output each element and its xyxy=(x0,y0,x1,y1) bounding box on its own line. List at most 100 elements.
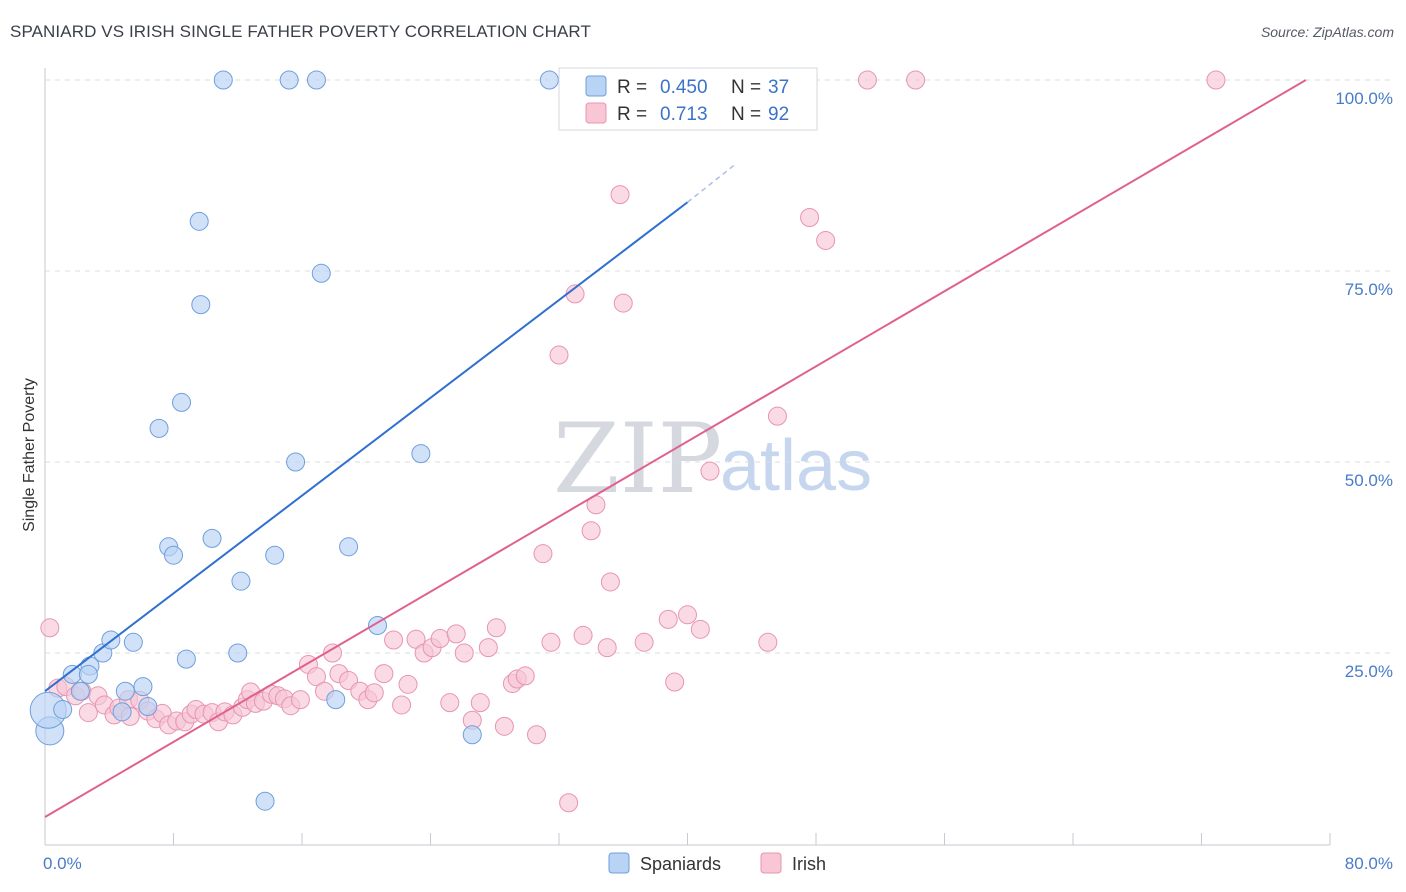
irish-point xyxy=(398,674,418,694)
y-tick-labels: 25.0% 50.0% 75.0% 100.0% xyxy=(1335,89,1393,681)
legend-label-spaniards: Spaniards xyxy=(640,854,721,874)
spaniards-point xyxy=(326,690,346,710)
spaniards-point xyxy=(172,392,192,412)
spaniards-point xyxy=(191,295,211,315)
spaniards-point xyxy=(138,696,158,716)
irish-point xyxy=(40,618,60,638)
irish-point xyxy=(678,605,697,625)
x-tick-label: 80.0% xyxy=(1345,854,1393,873)
spaniards-point xyxy=(149,418,169,438)
legend-r-value-spaniards: 0.450 xyxy=(660,77,708,98)
spaniards-point xyxy=(164,545,183,565)
legend-swatch-irish xyxy=(585,102,607,124)
spaniards-point xyxy=(213,70,233,90)
irish-point xyxy=(494,716,514,736)
irish-point xyxy=(597,638,617,658)
irish-point xyxy=(470,693,490,713)
y-tick-label: 75.0% xyxy=(1345,280,1393,299)
irish-point xyxy=(323,643,343,663)
irish-point xyxy=(613,293,633,313)
irish-point xyxy=(1206,70,1226,90)
series-spaniards xyxy=(29,70,559,811)
irish-point xyxy=(306,667,326,687)
spaniards-point xyxy=(311,263,331,283)
spaniards-point xyxy=(115,681,135,701)
legend-r-label-spaniards: R = xyxy=(617,77,647,98)
watermark: ZIP atlas xyxy=(553,403,872,515)
irish-point xyxy=(290,690,310,710)
irish-point xyxy=(533,544,553,564)
legend-n-value-spaniards: 37 xyxy=(768,77,789,98)
irish-point xyxy=(758,632,778,652)
legend-n-value-irish: 92 xyxy=(768,104,789,125)
legend-swatch-irish-bottom xyxy=(760,852,782,874)
irish-point xyxy=(478,638,498,658)
irish-point xyxy=(906,70,926,90)
irish-point xyxy=(541,632,561,652)
spaniards-point xyxy=(462,725,482,745)
irish-point xyxy=(440,693,460,713)
irish-point xyxy=(600,572,620,592)
spaniards-point xyxy=(286,452,306,472)
irish-point xyxy=(816,230,836,250)
watermark-zip: ZIP xyxy=(553,403,722,515)
legend-r-label-irish: R = xyxy=(617,104,647,125)
correlation-legend: R = 0.450 N = 37 R = 0.713 N = 92 xyxy=(558,67,818,131)
spaniards-point xyxy=(123,632,143,652)
spaniards-point xyxy=(78,664,98,684)
irish-point xyxy=(767,406,787,426)
trendline-spaniards xyxy=(44,201,689,692)
spaniards-point xyxy=(228,643,248,663)
spaniards-point xyxy=(339,537,359,557)
irish-point xyxy=(384,630,404,650)
y-tick-label: 100.0% xyxy=(1335,89,1393,108)
chart-title: SPANIARD VS IRISH SINGLE FATHER POVERTY … xyxy=(10,22,591,41)
spaniards-point xyxy=(279,70,299,90)
spaniards-point xyxy=(539,70,559,90)
irish-point xyxy=(392,695,412,715)
irish-point xyxy=(665,672,685,692)
spaniards-point xyxy=(112,702,132,722)
irish-point xyxy=(800,208,820,228)
irish-point xyxy=(446,624,466,644)
irish-point xyxy=(486,618,506,638)
legend-r-value-irish: 0.713 xyxy=(660,104,708,125)
irish-point xyxy=(430,628,450,648)
irish-point xyxy=(527,725,547,745)
spaniards-point xyxy=(53,700,73,720)
spaniards-point xyxy=(189,211,209,231)
irish-point xyxy=(559,793,579,813)
watermark-atlas: atlas xyxy=(720,426,872,506)
spaniards-point xyxy=(255,791,275,811)
irish-point xyxy=(78,703,98,723)
spaniards-point xyxy=(411,444,431,464)
irish-point xyxy=(573,625,593,645)
chart-source: Source: ZipAtlas.com xyxy=(1260,24,1394,40)
gridlines xyxy=(45,79,1395,654)
spaniards-point xyxy=(176,649,196,669)
x-tick-labels: 0.0% 80.0% xyxy=(43,854,1393,873)
spaniards-point xyxy=(265,545,285,565)
y-tick-label: 50.0% xyxy=(1345,471,1393,490)
legend-label-irish: Irish xyxy=(792,854,826,874)
y-tick-label: 25.0% xyxy=(1345,662,1393,681)
legend-n-label-irish: N = xyxy=(731,104,761,125)
irish-point xyxy=(374,664,394,684)
irish-point xyxy=(581,521,601,541)
spaniards-point xyxy=(133,677,153,697)
irish-point xyxy=(454,643,474,663)
irish-point xyxy=(515,666,535,686)
trendlines xyxy=(44,79,1307,818)
spaniards-point xyxy=(306,70,326,90)
spaniards-point xyxy=(202,528,222,548)
series-legend: Spaniards Irish xyxy=(608,852,826,874)
legend-swatch-spaniards xyxy=(585,75,607,97)
irish-point xyxy=(549,345,569,365)
irish-point xyxy=(700,461,720,481)
spaniards-point xyxy=(231,571,251,591)
irish-point xyxy=(690,619,710,639)
spaniards-point xyxy=(70,681,90,701)
trendline-irish xyxy=(44,79,1307,818)
trendline-spaniards-extension xyxy=(687,163,737,203)
